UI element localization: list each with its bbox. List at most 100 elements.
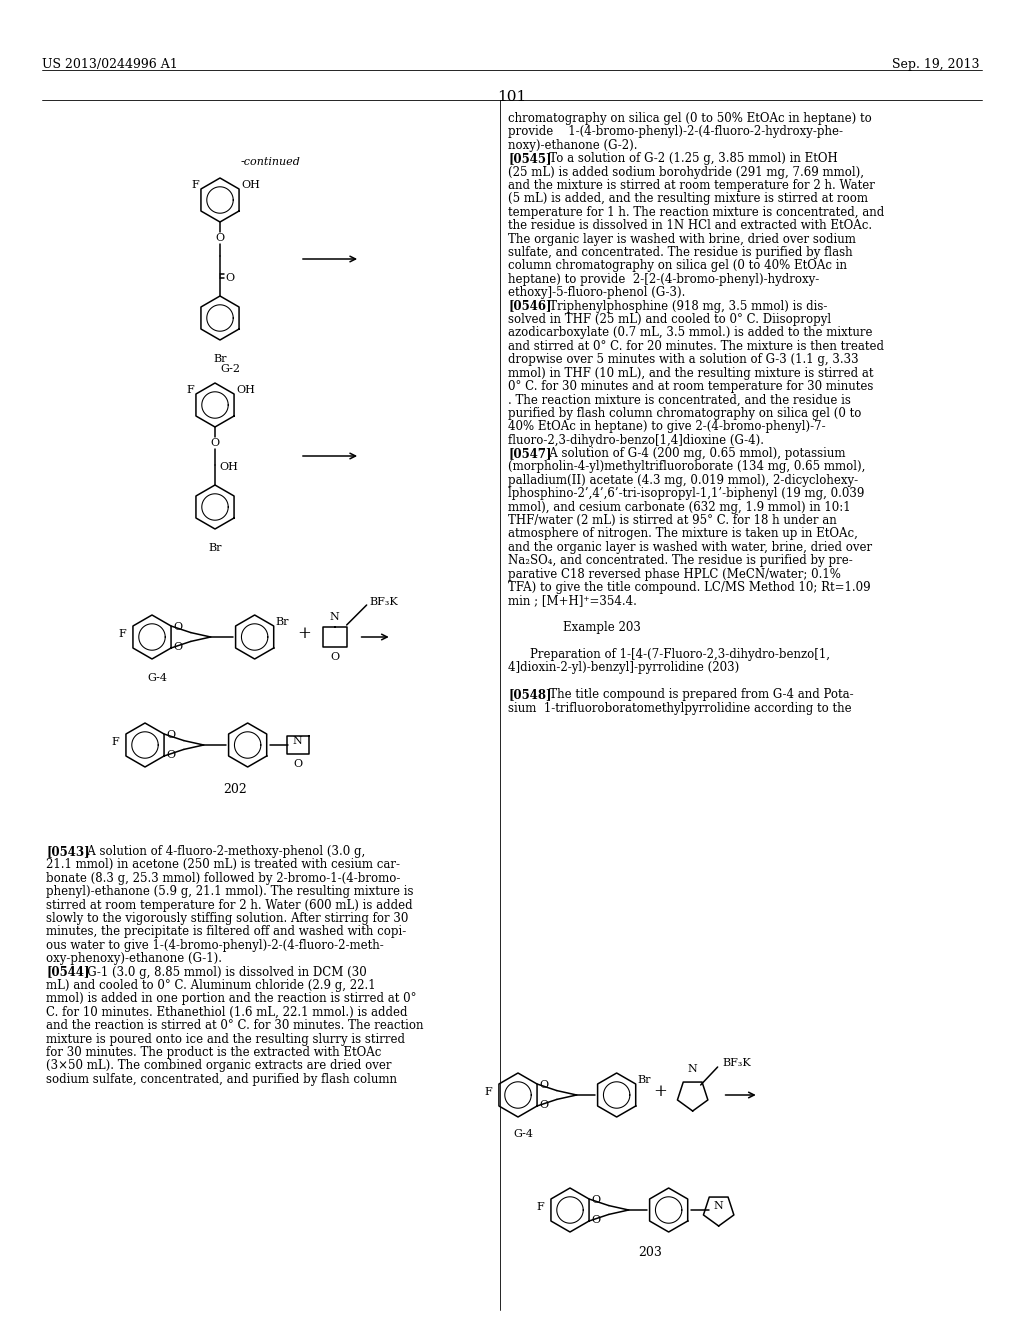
Text: 203: 203 — [638, 1246, 662, 1259]
Text: stirred at room temperature for 2 h. Water (600 mL) is added: stirred at room temperature for 2 h. Wat… — [46, 899, 413, 912]
Text: O: O — [591, 1195, 600, 1205]
Text: 101: 101 — [498, 90, 526, 104]
Text: O: O — [173, 622, 182, 632]
Text: F: F — [537, 1203, 544, 1212]
Text: [0544]: [0544] — [46, 966, 89, 978]
Text: (25 mL) is added sodium borohydride (291 mg, 7.69 mmol),: (25 mL) is added sodium borohydride (291… — [508, 165, 864, 178]
Text: O: O — [166, 730, 175, 741]
Text: (5 mL) is added, and the resulting mixture is stirred at room: (5 mL) is added, and the resulting mixtu… — [508, 193, 868, 206]
Text: N: N — [688, 1064, 697, 1074]
Text: -continued: -continued — [241, 157, 301, 168]
Text: ethoxy]-5-fluoro-phenol (G-3).: ethoxy]-5-fluoro-phenol (G-3). — [508, 286, 685, 300]
Text: minutes, the precipitate is filtered off and washed with copi-: minutes, the precipitate is filtered off… — [46, 925, 407, 939]
Text: ous water to give 1-(4-bromo-phenyl)-2-(4-fluoro-2-meth-: ous water to give 1-(4-bromo-phenyl)-2-(… — [46, 939, 384, 952]
Text: G-2: G-2 — [220, 364, 240, 374]
Text: (3×50 mL). The combined organic extracts are dried over: (3×50 mL). The combined organic extracts… — [46, 1060, 391, 1072]
Text: temperature for 1 h. The reaction mixture is concentrated, and: temperature for 1 h. The reaction mixtur… — [508, 206, 885, 219]
Text: sulfate, and concentrated. The residue is purified by flash: sulfate, and concentrated. The residue i… — [508, 246, 853, 259]
Text: N: N — [714, 1201, 724, 1210]
Text: and the reaction is stirred at 0° C. for 30 minutes. The reaction: and the reaction is stirred at 0° C. for… — [46, 1019, 424, 1032]
Text: mL) and cooled to 0° C. Aluminum chloride (2.9 g, 22.1: mL) and cooled to 0° C. Aluminum chlorid… — [46, 979, 376, 993]
Text: F: F — [191, 180, 199, 190]
Text: Br: Br — [213, 354, 226, 364]
Text: Sep. 19, 2013: Sep. 19, 2013 — [893, 58, 980, 71]
Text: A solution of 4-fluoro-2-methoxy-phenol (3.0 g,: A solution of 4-fluoro-2-methoxy-phenol … — [77, 845, 366, 858]
Text: noxy)-ethanone (G-2).: noxy)-ethanone (G-2). — [508, 139, 638, 152]
Text: The organic layer is washed with brine, dried over sodium: The organic layer is washed with brine, … — [508, 232, 856, 246]
Text: TFA) to give the title compound. LC/MS Method 10; Rt=1.09: TFA) to give the title compound. LC/MS M… — [508, 581, 870, 594]
Text: O: O — [539, 1080, 548, 1090]
Text: Preparation of 1-[4-(7-Fluoro-2,3-dihydro-benzo[1,: Preparation of 1-[4-(7-Fluoro-2,3-dihydr… — [530, 648, 830, 661]
Text: F: F — [118, 630, 126, 639]
Text: G-1 (3.0 g, 8.85 mmol) is dissolved in DCM (30: G-1 (3.0 g, 8.85 mmol) is dissolved in D… — [77, 966, 367, 978]
Text: mixture is poured onto ice and the resulting slurry is stirred: mixture is poured onto ice and the resul… — [46, 1032, 406, 1045]
Text: O: O — [173, 642, 182, 652]
Text: lphosphino-2’,4’,6’-tri-isopropyl-1,1’-biphenyl (19 mg, 0.039: lphosphino-2’,4’,6’-tri-isopropyl-1,1’-b… — [508, 487, 864, 500]
Text: column chromatography on silica gel (0 to 40% EtOAc in: column chromatography on silica gel (0 t… — [508, 260, 847, 272]
Text: 21.1 mmol) in acetone (250 mL) is treated with cesium car-: 21.1 mmol) in acetone (250 mL) is treate… — [46, 858, 400, 871]
Text: [0548]: [0548] — [508, 688, 552, 701]
Text: for 30 minutes. The product is the extracted with EtOAc: for 30 minutes. The product is the extra… — [46, 1045, 381, 1059]
Text: [0546]: [0546] — [508, 300, 552, 313]
Text: and the organic layer is washed with water, brine, dried over: and the organic layer is washed with wat… — [508, 541, 872, 554]
Text: (morpholin-4-yl)methyltrifluoroborate (134 mg, 0.65 mmol),: (morpholin-4-yl)methyltrifluoroborate (1… — [508, 461, 865, 474]
Text: solved in THF (25 mL) and cooled to 0° C. Diisopropyl: solved in THF (25 mL) and cooled to 0° C… — [508, 313, 831, 326]
Text: . The reaction mixture is concentrated, and the residue is: . The reaction mixture is concentrated, … — [508, 393, 851, 407]
Text: C. for 10 minutes. Ethanethiol (1.6 mL, 22.1 mmol.) is added: C. for 10 minutes. Ethanethiol (1.6 mL, … — [46, 1006, 408, 1019]
Text: Na₂SO₄, and concentrated. The residue is purified by pre-: Na₂SO₄, and concentrated. The residue is… — [508, 554, 853, 568]
Text: The title compound is prepared from G-4 and Pota-: The title compound is prepared from G-4 … — [539, 688, 854, 701]
Text: O: O — [225, 273, 234, 282]
Text: 0° C. for 30 minutes and at room temperature for 30 minutes: 0° C. for 30 minutes and at room tempera… — [508, 380, 873, 393]
Text: +: + — [653, 1082, 668, 1100]
Text: sodium sulfate, concentrated, and purified by flash column: sodium sulfate, concentrated, and purifi… — [46, 1073, 397, 1086]
Text: N: N — [330, 612, 340, 622]
Text: Br: Br — [208, 543, 222, 553]
Text: F: F — [112, 737, 119, 747]
Text: Triphenylphosphine (918 mg, 3.5 mmol) is dis-: Triphenylphosphine (918 mg, 3.5 mmol) is… — [539, 300, 827, 313]
Text: 4]dioxin-2-yl)-benzyl]-pyrrolidine (203): 4]dioxin-2-yl)-benzyl]-pyrrolidine (203) — [508, 661, 739, 675]
Text: O: O — [591, 1214, 600, 1225]
Text: F: F — [186, 385, 194, 395]
Text: provide    1-(4-bromo-phenyl)-2-(4-fluoro-2-hydroxy-phe-: provide 1-(4-bromo-phenyl)-2-(4-fluoro-2… — [508, 125, 843, 139]
Text: phenyl)-ethanone (5.9 g, 21.1 mmol). The resulting mixture is: phenyl)-ethanone (5.9 g, 21.1 mmol). The… — [46, 886, 414, 898]
Text: O: O — [330, 652, 339, 663]
Text: A solution of G-4 (200 mg, 0.65 mmol), potassium: A solution of G-4 (200 mg, 0.65 mmol), p… — [539, 447, 846, 459]
Text: heptane) to provide  2-[2-(4-bromo-phenyl)-hydroxy-: heptane) to provide 2-[2-(4-bromo-phenyl… — [508, 273, 819, 286]
Text: THF/water (2 mL) is stirred at 95° C. for 18 h under an: THF/water (2 mL) is stirred at 95° C. fo… — [508, 513, 837, 527]
Text: atmosphere of nitrogen. The mixture is taken up in EtOAc,: atmosphere of nitrogen. The mixture is t… — [508, 528, 858, 540]
Text: and the mixture is stirred at room temperature for 2 h. Water: and the mixture is stirred at room tempe… — [508, 180, 874, 191]
Text: O: O — [215, 234, 224, 243]
Text: sium  1-trifluoroboratomethylpyrrolidine according to the: sium 1-trifluoroboratomethylpyrrolidine … — [508, 702, 852, 714]
Text: US 2013/0244996 A1: US 2013/0244996 A1 — [42, 58, 178, 71]
Text: BF₃K: BF₃K — [370, 597, 398, 607]
Text: azodicarboxylate (0.7 mL, 3.5 mmol.) is added to the mixture: azodicarboxylate (0.7 mL, 3.5 mmol.) is … — [508, 326, 872, 339]
Text: mmol), and cesium carbonate (632 mg, 1.9 mmol) in 10:1: mmol), and cesium carbonate (632 mg, 1.9… — [508, 500, 851, 513]
Text: mmol) is added in one portion and the reaction is stirred at 0°: mmol) is added in one portion and the re… — [46, 993, 417, 1006]
Text: Br: Br — [275, 616, 289, 627]
Text: Example 203: Example 203 — [563, 622, 641, 634]
Text: F: F — [484, 1086, 492, 1097]
Text: To a solution of G-2 (1.25 g, 3.85 mmol) in EtOH: To a solution of G-2 (1.25 g, 3.85 mmol)… — [539, 152, 838, 165]
Text: slowly to the vigorously stiffing solution. After stirring for 30: slowly to the vigorously stiffing soluti… — [46, 912, 409, 925]
Text: the residue is dissolved in 1N HCl and extracted with EtOAc.: the residue is dissolved in 1N HCl and e… — [508, 219, 872, 232]
Text: G-4: G-4 — [147, 673, 167, 682]
Text: N: N — [293, 737, 302, 746]
Text: dropwise over 5 minutes with a solution of G-3 (1.1 g, 3.33: dropwise over 5 minutes with a solution … — [508, 354, 859, 366]
Text: O: O — [293, 759, 302, 770]
Text: G-4: G-4 — [513, 1129, 534, 1139]
Text: 40% EtOAc in heptane) to give 2-(4-bromo-phenyl)-7-: 40% EtOAc in heptane) to give 2-(4-bromo… — [508, 420, 825, 433]
Text: +: + — [298, 624, 311, 642]
Text: fluoro-2,3-dihydro-benzo[1,4]dioxine (G-4).: fluoro-2,3-dihydro-benzo[1,4]dioxine (G-… — [508, 433, 764, 446]
Text: O: O — [539, 1100, 548, 1110]
Text: OH: OH — [237, 385, 255, 395]
Text: chromatography on silica gel (0 to 50% EtOAc in heptane) to: chromatography on silica gel (0 to 50% E… — [508, 112, 871, 125]
Text: purified by flash column chromatography on silica gel (0 to: purified by flash column chromatography … — [508, 407, 861, 420]
Text: [0543]: [0543] — [46, 845, 90, 858]
Text: and stirred at 0° C. for 20 minutes. The mixture is then treated: and stirred at 0° C. for 20 minutes. The… — [508, 339, 884, 352]
Text: min ; [M+H]⁺=354.4.: min ; [M+H]⁺=354.4. — [508, 594, 637, 607]
Text: OH: OH — [219, 462, 238, 473]
Text: oxy-phenoxy)-ethanone (G-1).: oxy-phenoxy)-ethanone (G-1). — [46, 952, 222, 965]
Text: [0545]: [0545] — [508, 152, 552, 165]
Text: parative C18 reversed phase HPLC (MeCN/water; 0.1%: parative C18 reversed phase HPLC (MeCN/w… — [508, 568, 841, 581]
Text: OH: OH — [241, 180, 260, 190]
